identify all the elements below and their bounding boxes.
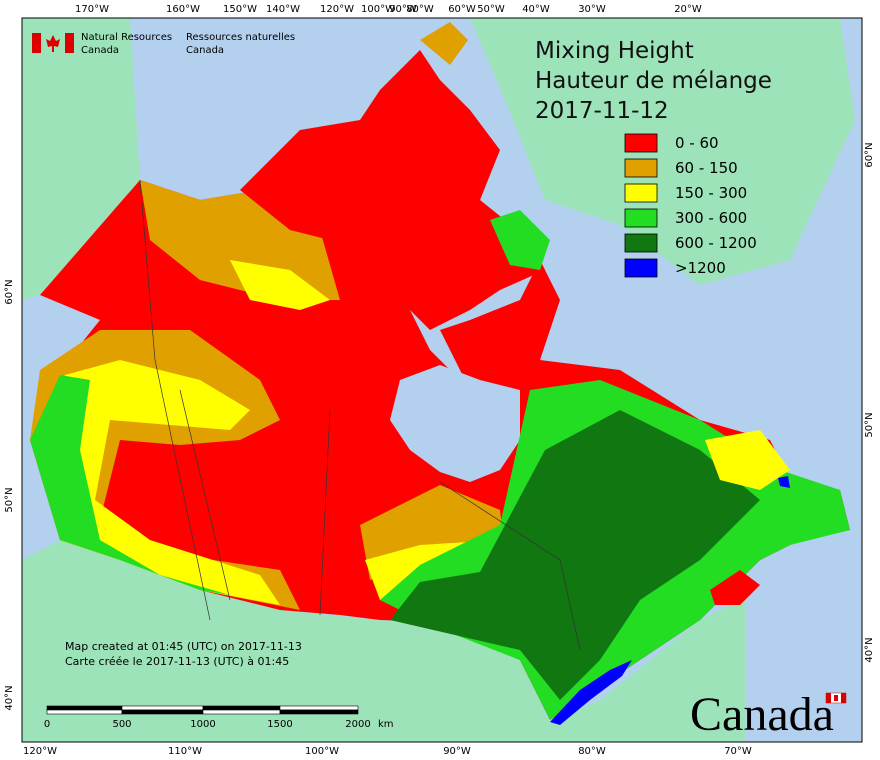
scale-segment: [121, 705, 204, 711]
agency-en: Natural Resources: [81, 32, 172, 43]
flag-bar: [32, 33, 41, 53]
legend-label: 600 - 1200: [675, 234, 757, 252]
legend-label: 300 - 600: [675, 209, 747, 227]
title-date: 2017-11-12: [535, 98, 669, 124]
longitude-label: 80°W: [578, 746, 606, 757]
provincial-borders-2: [179, 389, 231, 601]
scale-label: 1000: [190, 719, 215, 730]
agency-en: Canada: [81, 45, 119, 56]
legend-label: 0 - 60: [675, 134, 719, 152]
legend-swatch: [624, 258, 658, 278]
longitude-label: 110°W: [168, 746, 202, 757]
scale-segment: [121, 709, 204, 715]
wordmark: Canada: [690, 688, 834, 741]
longitude-label: 120°W: [23, 746, 57, 757]
scale-segment: [202, 709, 281, 715]
flag-leaf: [834, 695, 838, 701]
longitude-label: 80°W: [406, 4, 434, 15]
longitude-label: 40°W: [522, 4, 550, 15]
region-blue-nfld: [778, 476, 790, 488]
flag-bar: [841, 693, 846, 703]
agency-fr: Ressources naturelles: [186, 32, 295, 43]
scale-label: 2000: [345, 719, 370, 730]
longitude-label: 30°W: [578, 4, 606, 15]
longitude-label: 140°W: [266, 4, 300, 15]
legend-swatch: [624, 158, 658, 178]
latitude-label: 60°N: [864, 142, 875, 167]
legend-label: >1200: [675, 259, 726, 277]
arctic-islands-red: [240, 50, 545, 330]
region-yellow-north: [230, 260, 330, 310]
agency-fr: Canada: [186, 45, 224, 56]
flag-bar: [826, 693, 831, 703]
scale-label: 0: [44, 719, 50, 730]
longitude-label: 90°W: [389, 4, 417, 15]
legend-swatch: [624, 183, 658, 203]
scale-label: 500: [112, 719, 131, 730]
usa: [22, 540, 745, 742]
title: Hauteur de mélange: [535, 68, 772, 94]
longitude-label: 160°W: [166, 4, 200, 15]
longitude-label: 20°W: [674, 4, 702, 15]
alaska: [22, 18, 140, 300]
provincial-borders: [139, 179, 211, 621]
greenland: [470, 18, 855, 285]
scale-segment: [279, 705, 359, 711]
scale-segment: [279, 709, 359, 715]
flag-bar: [65, 33, 74, 53]
longitude-label: 50°W: [477, 4, 505, 15]
legend-swatch: [624, 208, 658, 228]
region-blue-lakes: [550, 660, 632, 725]
scale-segment: [46, 709, 123, 715]
arctic-orange: [420, 22, 468, 65]
latitude-label: 40°N: [4, 685, 15, 710]
legend-label: 60 - 150: [675, 159, 738, 177]
latitude-label: 50°N: [864, 412, 875, 437]
longitude-label: 70°W: [724, 746, 752, 757]
longitude-label: 100°W: [305, 746, 339, 757]
longitude-label: 90°W: [443, 746, 471, 757]
longitude-label: 60°W: [448, 4, 476, 15]
legend-label: 150 - 300: [675, 184, 747, 202]
logo: Natural Resources Canada Ressources natu…: [32, 32, 295, 56]
longitude-label: 100°W: [361, 4, 395, 15]
region-red-maritimes: [710, 570, 760, 605]
map-area: [21, 17, 863, 743]
legend-swatch: [624, 233, 658, 253]
title: Mixing Height: [535, 38, 694, 64]
region-green-coast: [30, 375, 230, 595]
latitude-label: 60°N: [4, 279, 15, 304]
scale-label: 1500: [267, 719, 292, 730]
latitude-label: 40°N: [864, 637, 875, 662]
scale-unit: km: [378, 719, 394, 730]
scale-segment: [46, 705, 123, 711]
baffin-green: [490, 210, 550, 270]
region-yellow-labrador: [705, 430, 790, 490]
flag-leaf: [46, 35, 60, 52]
provincial-borders-3: [319, 409, 331, 616]
scale-segment: [202, 705, 281, 711]
hudson-bay: [390, 365, 520, 482]
frame: [21, 17, 863, 743]
note: Map created at 01:45 (UTC) on 2017-11-13: [65, 640, 302, 653]
legend-swatch: [624, 133, 658, 153]
region-darkgreen-east: [390, 410, 760, 700]
wordmark-flag: [825, 692, 847, 704]
longitude-label: 170°W: [75, 4, 109, 15]
longitude-label: 120°W: [320, 4, 354, 15]
note: Carte créée le 2017-11-13 (UTC) à 01:45: [65, 655, 289, 668]
latitude-label: 50°N: [4, 487, 15, 512]
longitude-label: 150°W: [223, 4, 257, 15]
provincial-borders-4: [439, 481, 581, 651]
